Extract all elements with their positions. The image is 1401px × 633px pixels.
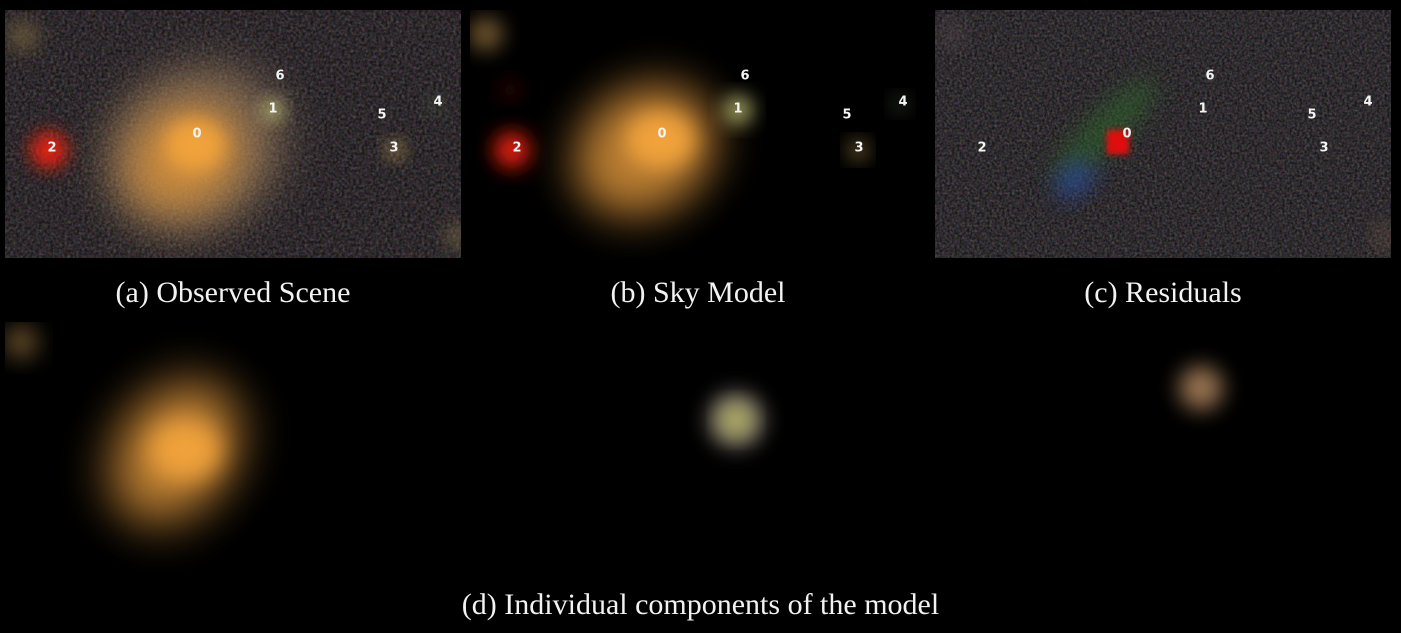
observed-scene-panel: 0 1 2 3 4 5 6 — [5, 10, 461, 258]
source-label-0: 0 — [657, 126, 667, 142]
residuals-panel: 0 1 2 3 4 5 6 — [935, 10, 1391, 258]
source-label-0: 0 — [192, 126, 202, 142]
source-label-6: 6 — [275, 68, 285, 84]
component-galaxy-image — [5, 326, 241, 525]
source-label-6: 6 — [740, 68, 750, 84]
observed-scene-image — [5, 10, 461, 258]
component-source-1-image — [708, 392, 764, 448]
component-source-1-panel — [470, 322, 926, 570]
caption-residuals: (c) Residuals — [1084, 276, 1242, 309]
source-label-6: 6 — [1205, 68, 1215, 84]
caption-sky-model: (b) Sky Model — [610, 276, 786, 309]
component-source-6-panel — [935, 322, 1391, 570]
source-label-2: 2 — [977, 140, 987, 156]
component-galaxy-panel — [5, 322, 461, 570]
caption-observed-scene: (a) Observed Scene — [115, 276, 351, 309]
source-label-5: 5 — [377, 107, 387, 123]
source-label-2: 2 — [512, 140, 522, 156]
component-source-6-image — [1179, 366, 1223, 410]
sky-model-panel: 0 1 2 3 4 5 6 — [470, 10, 926, 258]
caption-individual-components: (d) Individual components of the model — [461, 588, 940, 621]
residuals-image — [935, 10, 1391, 258]
source-label-5: 5 — [1307, 107, 1317, 123]
source-label-1: 1 — [1198, 101, 1208, 117]
source-label-4: 4 — [1363, 94, 1373, 110]
source-label-4: 4 — [898, 94, 908, 110]
source-label-1: 1 — [733, 101, 743, 117]
sky-model-image — [470, 10, 926, 258]
source-label-5: 5 — [842, 107, 852, 123]
source-label-1: 1 — [268, 101, 278, 117]
source-label-3: 3 — [389, 140, 399, 156]
source-label-3: 3 — [1319, 140, 1329, 156]
source-label-4: 4 — [433, 94, 443, 110]
source-label-3: 3 — [854, 140, 864, 156]
source-label-2: 2 — [47, 140, 57, 156]
source-label-0: 0 — [1122, 126, 1132, 142]
